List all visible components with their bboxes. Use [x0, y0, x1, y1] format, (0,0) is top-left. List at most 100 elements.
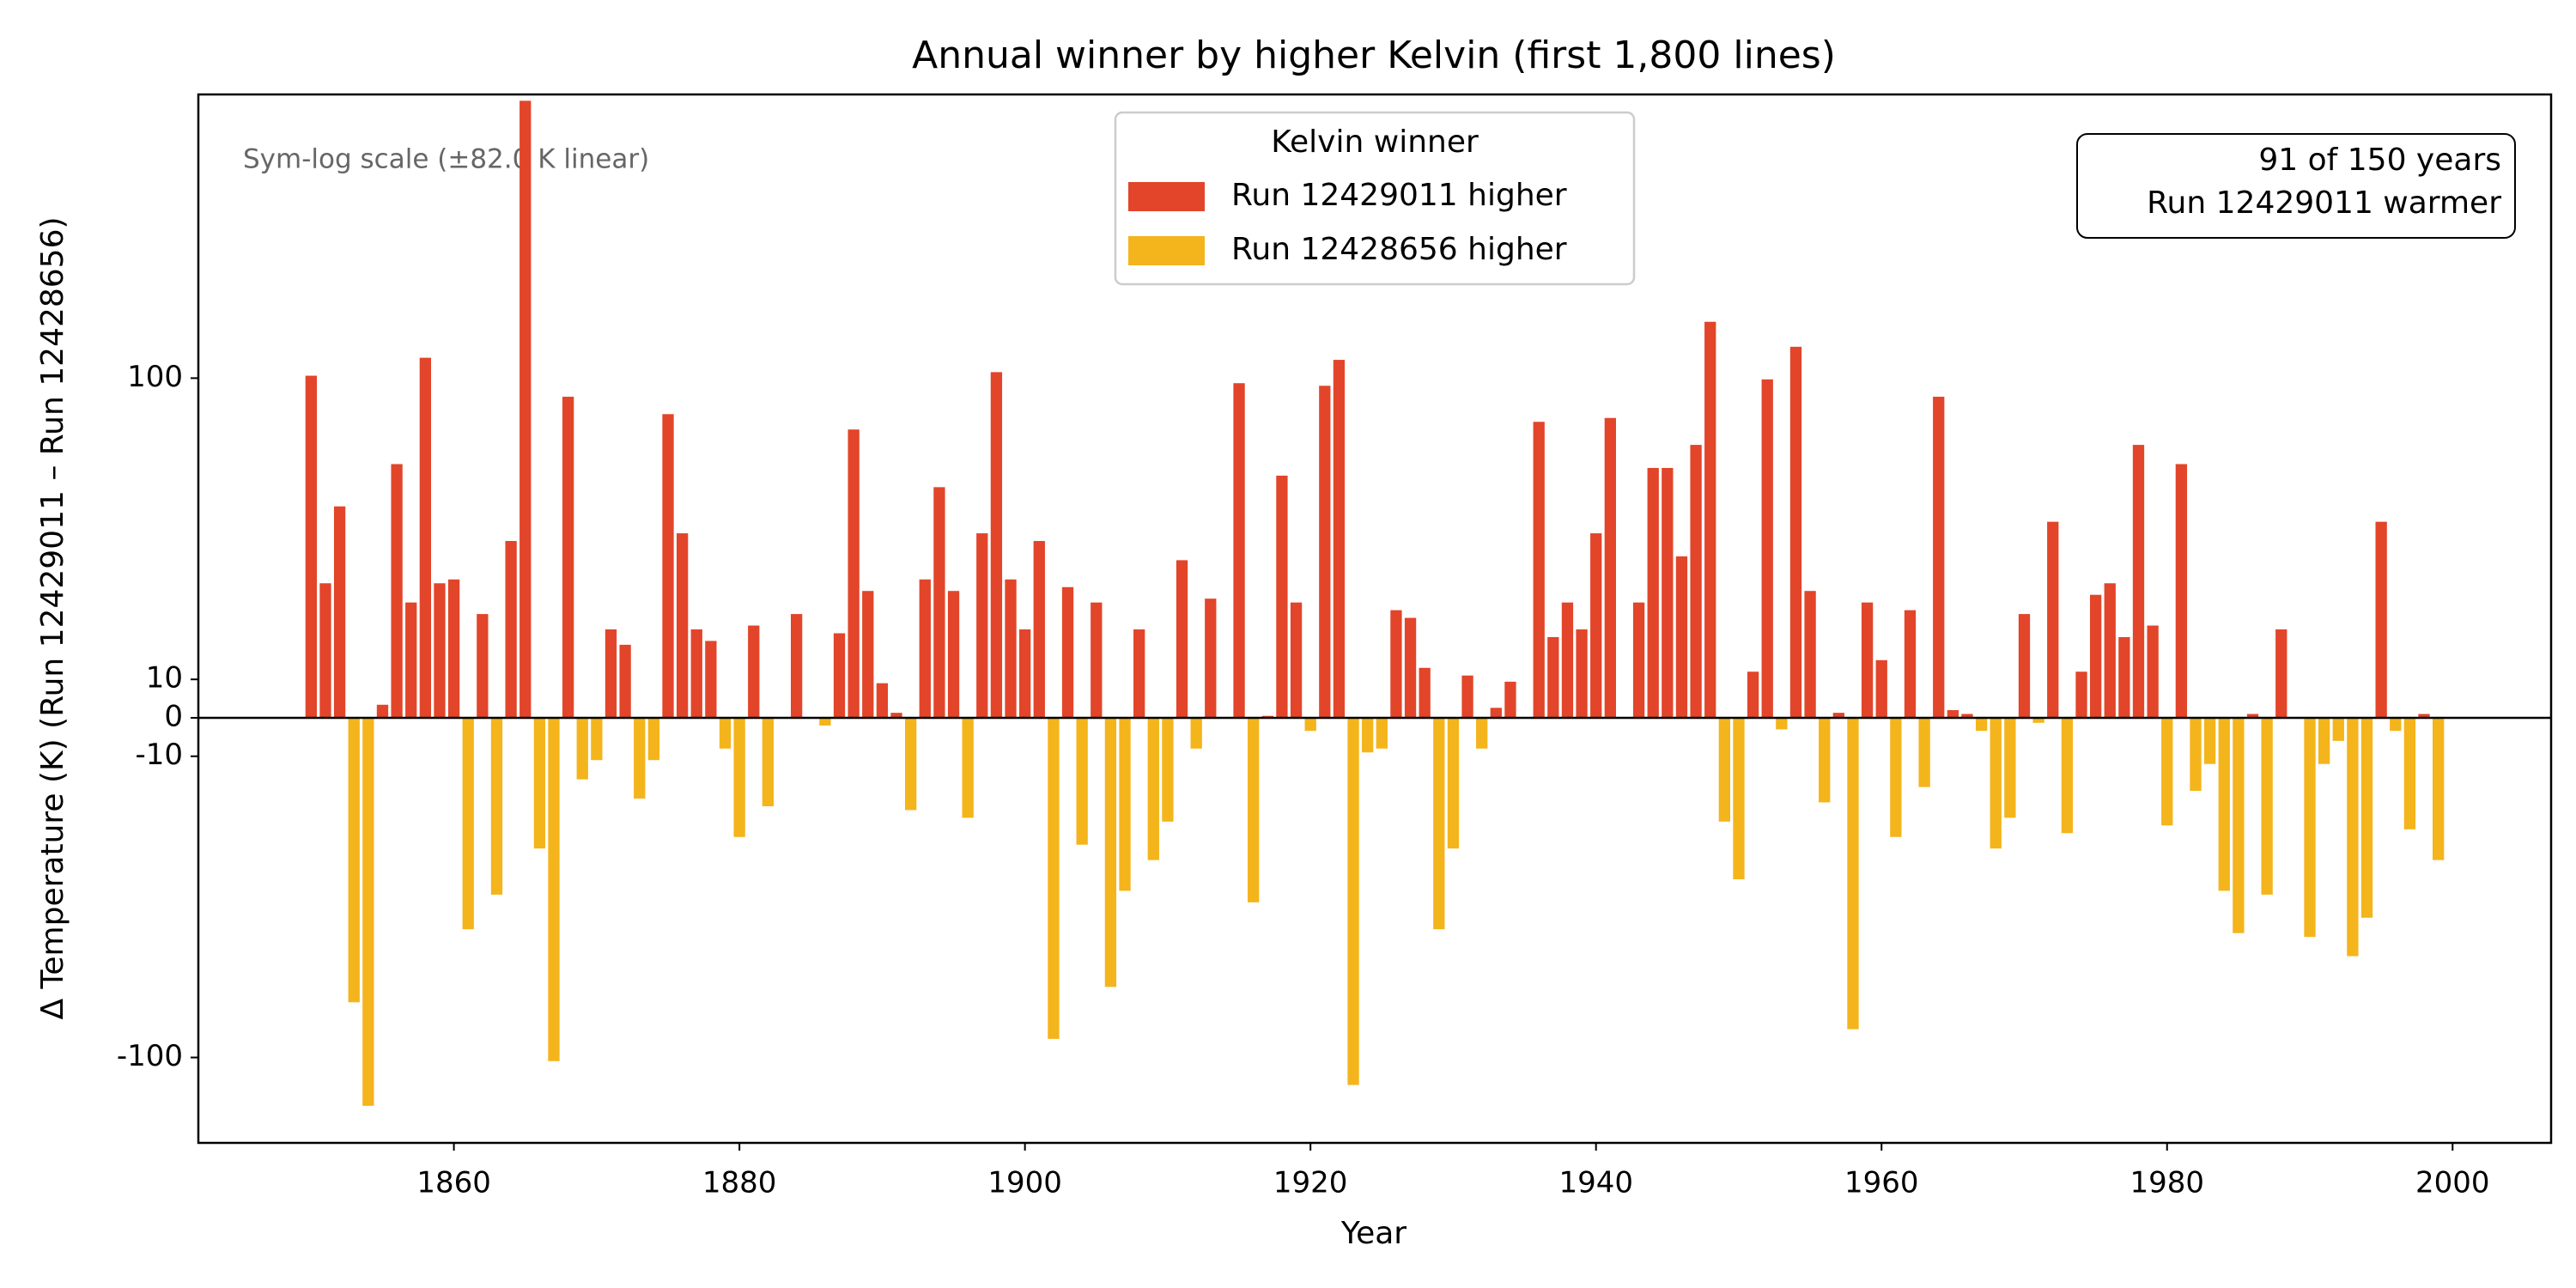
bar: [2390, 717, 2402, 732]
bar: [676, 533, 689, 718]
bar: [748, 625, 760, 718]
summary-box: [2076, 133, 2516, 239]
bar: [462, 717, 474, 930]
bar: [1461, 675, 1473, 718]
bar: [1718, 717, 1730, 822]
bar: [1091, 602, 1103, 718]
bar: [490, 717, 503, 895]
bar: [876, 683, 889, 718]
bar: [1776, 717, 1788, 730]
bar: [862, 591, 874, 718]
bar: [362, 717, 374, 1106]
bar: [2318, 717, 2330, 764]
bar: [1847, 717, 1859, 1030]
legend-title: Kelvin winner: [1271, 125, 1479, 160]
legend-box: [1114, 111, 1636, 286]
bar: [1918, 717, 1930, 787]
bar: [2018, 614, 2031, 718]
bar: [1119, 717, 1131, 891]
x-tick-label: 1860: [416, 1166, 491, 1200]
bar: [1048, 717, 1060, 1039]
bar: [1819, 717, 1831, 803]
bar: [2032, 717, 2044, 723]
bar: [1804, 591, 1816, 718]
legend-swatch: [1128, 236, 1205, 265]
bar: [519, 100, 532, 718]
bar: [662, 414, 674, 718]
bar: [505, 541, 517, 718]
bar: [1290, 602, 1303, 718]
bar: [605, 629, 617, 718]
bar: [447, 579, 460, 718]
bar: [2375, 521, 2387, 718]
bar: [2061, 717, 2074, 834]
bar: [434, 583, 446, 718]
bar: [562, 397, 574, 718]
y-tick-label: -100: [117, 1039, 183, 1073]
bar: [333, 506, 346, 718]
bar: [790, 614, 803, 718]
bar: [976, 533, 988, 718]
bar: [1176, 560, 1188, 718]
bar: [1005, 579, 1017, 718]
x-tick-label: 2000: [2415, 1166, 2490, 1200]
bar: [1747, 671, 1759, 718]
bar: [1533, 422, 1545, 718]
bar: [947, 591, 960, 718]
bar: [2004, 717, 2016, 818]
bar: [1376, 717, 1388, 749]
bar: [1033, 541, 1045, 718]
bar: [1233, 383, 1245, 718]
bar: [1890, 717, 1902, 837]
bar: [2332, 717, 2344, 741]
bar: [1761, 379, 1773, 718]
bar: [2132, 445, 2145, 718]
bar: [2218, 717, 2230, 891]
y-tick-label: 10: [146, 661, 183, 696]
bar: [705, 641, 717, 718]
bar: [2403, 717, 2416, 829]
bar: [2360, 717, 2373, 918]
bar: [990, 372, 1003, 718]
bar: [419, 357, 432, 718]
bar: [2147, 625, 2159, 718]
bar: [2275, 629, 2287, 718]
bar: [2433, 717, 2445, 860]
bar: [591, 717, 603, 761]
bar: [1561, 602, 1574, 718]
bar: [2418, 714, 2430, 718]
bar: [634, 717, 646, 799]
bar: [1789, 346, 1802, 718]
bar: [848, 429, 860, 718]
x-axis-label: Year: [1340, 1216, 1406, 1251]
legend-label: Run 12428656 higher: [1231, 232, 1567, 267]
bar: [833, 633, 846, 718]
bar: [1248, 717, 1260, 902]
bar: [1490, 708, 1502, 718]
bar: [1690, 445, 1702, 718]
bar: [1362, 717, 1374, 753]
bar: [2104, 583, 2116, 718]
bar: [1947, 710, 1959, 718]
bar: [1647, 467, 1659, 718]
x-tick-label: 1900: [987, 1166, 1062, 1200]
bar: [1333, 360, 1346, 718]
bar: [1904, 610, 1917, 718]
bar: [548, 717, 560, 1061]
bar: [2261, 717, 2273, 895]
bar: [348, 717, 360, 1003]
bar: [1276, 475, 1288, 718]
bar: [1733, 717, 1745, 879]
bar: [305, 375, 317, 718]
bar: [1205, 598, 1217, 718]
bar: [962, 717, 974, 818]
bar: [1347, 717, 1359, 1085]
bar: [2304, 717, 2316, 938]
bar: [1604, 417, 1616, 718]
bar: [1304, 717, 1316, 732]
bar: [1447, 717, 1460, 849]
bar: [405, 602, 417, 718]
bar: [1190, 717, 1202, 749]
bar: [619, 644, 631, 718]
bar: [533, 717, 546, 849]
